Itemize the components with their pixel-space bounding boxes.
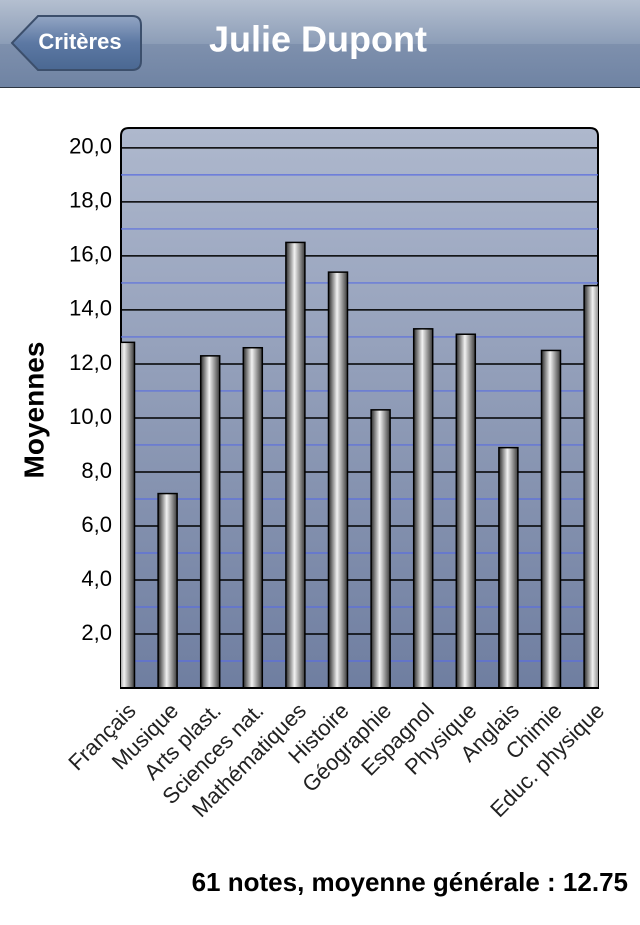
- y-tick-label: 14,0: [69, 296, 112, 321]
- bar: [498, 446, 519, 689]
- y-tick-label: 12,0: [69, 350, 112, 375]
- bar: [583, 284, 598, 689]
- y-tick-label: 18,0: [69, 188, 112, 213]
- bar: [285, 241, 306, 689]
- back-button[interactable]: [10, 15, 142, 71]
- y-tick-label: 20,0: [69, 134, 112, 159]
- bar: [540, 349, 562, 689]
- y-tick-label: 8,0: [81, 458, 112, 483]
- bar: [157, 492, 178, 689]
- footer-summary: 61 notes, moyenne générale : 12.75: [192, 867, 628, 897]
- nav-title: Julie Dupont: [209, 19, 427, 60]
- y-tick-label: 16,0: [69, 242, 112, 267]
- y-tick-label: 10,0: [69, 404, 112, 429]
- y-axis-label: Moyennes: [18, 342, 49, 479]
- bar: [327, 271, 349, 689]
- bar: [242, 346, 264, 689]
- bar: [199, 355, 221, 689]
- y-tick-label: 4,0: [81, 566, 112, 591]
- y-tick-label: 6,0: [81, 512, 112, 537]
- bar: [412, 328, 434, 689]
- y-tick-label: 2,0: [81, 620, 112, 645]
- plot-area: [120, 127, 599, 689]
- bar: [455, 333, 477, 689]
- bar: [121, 341, 136, 689]
- plot: [121, 147, 598, 689]
- back-button-label[interactable]: Critères: [38, 29, 121, 54]
- bar: [370, 409, 391, 689]
